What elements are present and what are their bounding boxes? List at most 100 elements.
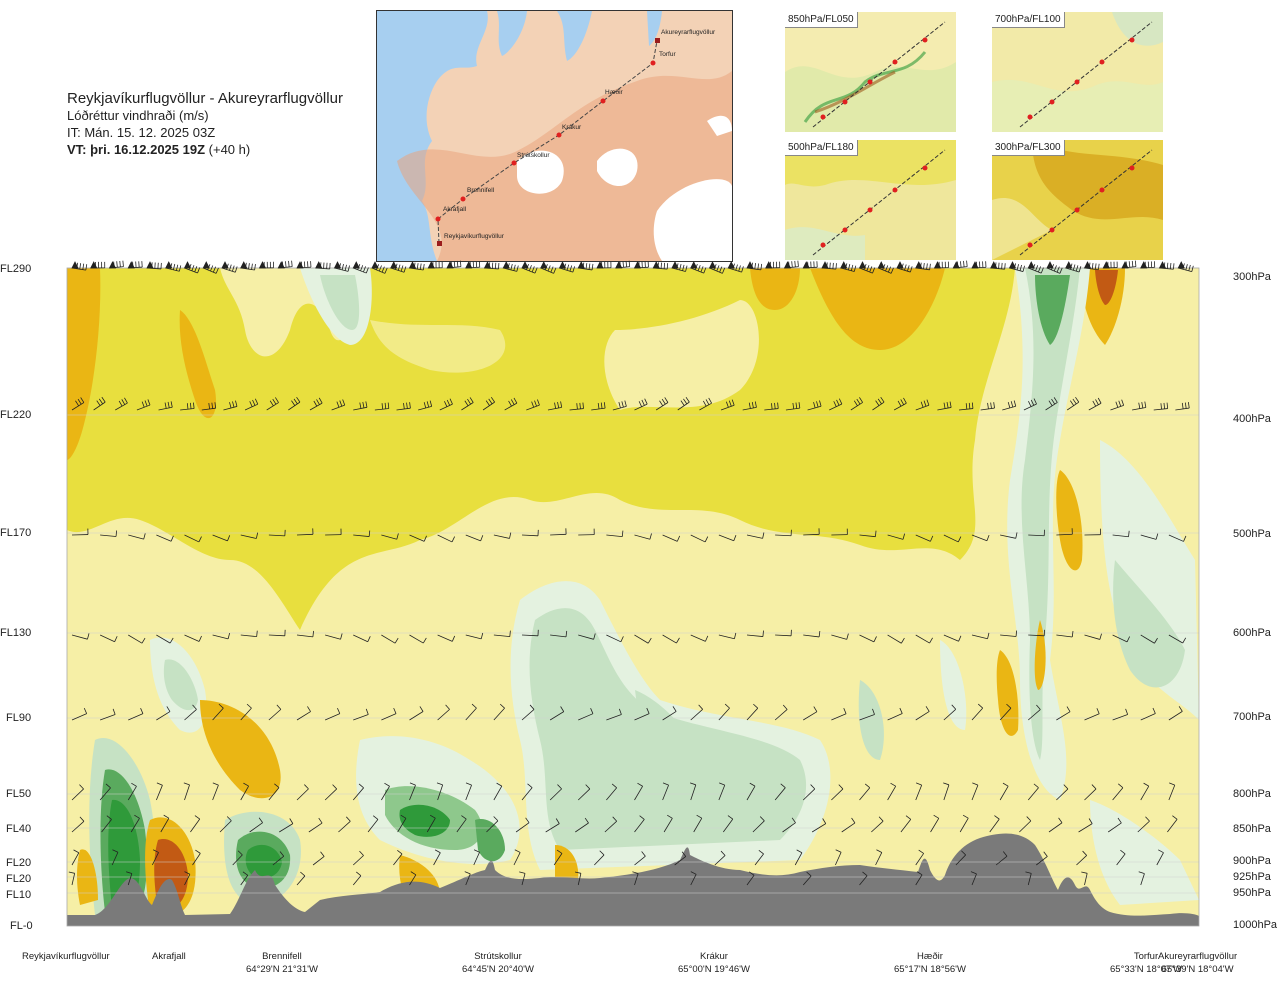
wind-barb [578,713,594,721]
wind-barb-feather [1001,262,1003,269]
wind-barb [999,707,1012,721]
wind-barb-feather [1138,402,1141,409]
wind-barb-pennant [502,261,510,269]
wind-barb-feather [465,782,472,786]
wind-barb-feather [1006,703,1012,709]
wind-barb-pennant [333,261,342,269]
wind-barb [353,634,368,643]
wind-barb [859,267,873,274]
wind-barb [426,817,436,833]
wind-barb [699,402,712,411]
wind-barb [746,785,756,801]
wind-barb [971,784,979,801]
wind-barb-pennant [708,261,717,269]
wind-barb [521,267,536,274]
wind-barb-feather [356,871,362,877]
hpa-label-600: 600hPa [1233,627,1271,639]
wind-barb-feather [887,266,892,273]
wind-barb-pennant [1158,261,1167,269]
wind-barb-feather [853,265,857,272]
wind-barb-feather [1040,267,1044,274]
wind-barb [690,784,697,801]
wind-barb [308,822,323,833]
wind-barb-feather [396,533,399,540]
wind-barb [393,853,403,866]
wind-barb-feather [152,849,159,853]
map-label-haedir: Hæðir [605,89,623,96]
wind-barb [746,875,755,886]
wind-barb-feather [977,703,983,709]
wind-barb-feather [114,636,118,642]
wind-barb [268,709,282,721]
wind-barb [381,713,397,721]
wind-barb-feather [291,400,296,406]
wind-barb [240,707,252,721]
wind-barb [367,819,379,833]
wind-barb-feather [480,535,484,541]
wind-barb-feather [1033,783,1039,789]
wind-barb-feather [662,782,669,786]
wind-barb-feather [332,784,337,790]
wind-barb-feather [318,817,323,824]
wind-barb-feather [703,267,707,274]
wind-barb [803,711,818,721]
wind-barb-feather [272,398,277,405]
wind-barb [156,634,171,644]
wind-barb [831,634,847,640]
wind-barb-feather [119,260,121,267]
wind-barb [71,402,85,411]
wind-barb [325,634,341,640]
wind-barb [1028,534,1045,537]
wind-barb-feather [77,398,82,405]
wind-barb [223,406,238,411]
wind-barb-feather [75,400,79,407]
wind-barb-feather [1183,535,1187,542]
wind-barb-feather [235,400,238,407]
wind-barb [930,818,940,833]
wind-barb-feather [557,784,562,790]
wind-barb [606,634,622,643]
wind-barb-feather [621,530,624,537]
wind-barb [1084,713,1100,721]
wind-barb [156,534,172,542]
wind-barb [127,786,137,801]
hpa-label-900: 900hPa [1233,855,1271,867]
wind-barb [521,709,535,721]
location-coord: 65°00'N 19°46'W [678,964,750,975]
wind-barb [841,822,856,833]
wind-barb-feather [363,266,366,273]
wind-barb-feather [172,263,176,270]
wind-barb-feather [588,263,591,270]
wind-barb [212,707,224,721]
wind-barb-feather [445,704,450,710]
wind-barb-feather [397,849,403,855]
wind-barb-feather [256,630,258,637]
wind-barb-feather [968,402,971,409]
wind-barb-pennant [183,261,192,269]
zone-orange-left [67,268,101,460]
wind-barb [192,853,201,866]
wind-barb-feather [970,871,977,875]
wind-barb-feather [190,402,192,409]
wind-barb-feather [254,264,256,271]
wind-barb-feather [794,260,796,267]
wind-barb [1137,820,1150,833]
wind-barb-feather [198,635,202,642]
wind-barb-feather [1036,704,1041,710]
wind-barb [184,784,190,801]
wind-barb-feather [300,871,306,877]
wind-barb-feather [509,532,512,539]
wind-barb-feather [1035,265,1039,272]
wind-barb-feather [1088,818,1093,824]
wind-barb [390,267,405,273]
fl-label-10: FL10 [6,889,32,901]
wind-barb-feather [485,400,490,406]
wind-barb [461,402,474,411]
wind-barb [671,267,686,272]
wind-barb-pennant [221,261,229,269]
wind-barb [296,711,311,721]
hpa-label-800: 800hPa [1233,788,1271,800]
wind-barb [93,401,106,411]
wind-barb-feather [593,633,596,640]
wind-barb [859,534,876,538]
